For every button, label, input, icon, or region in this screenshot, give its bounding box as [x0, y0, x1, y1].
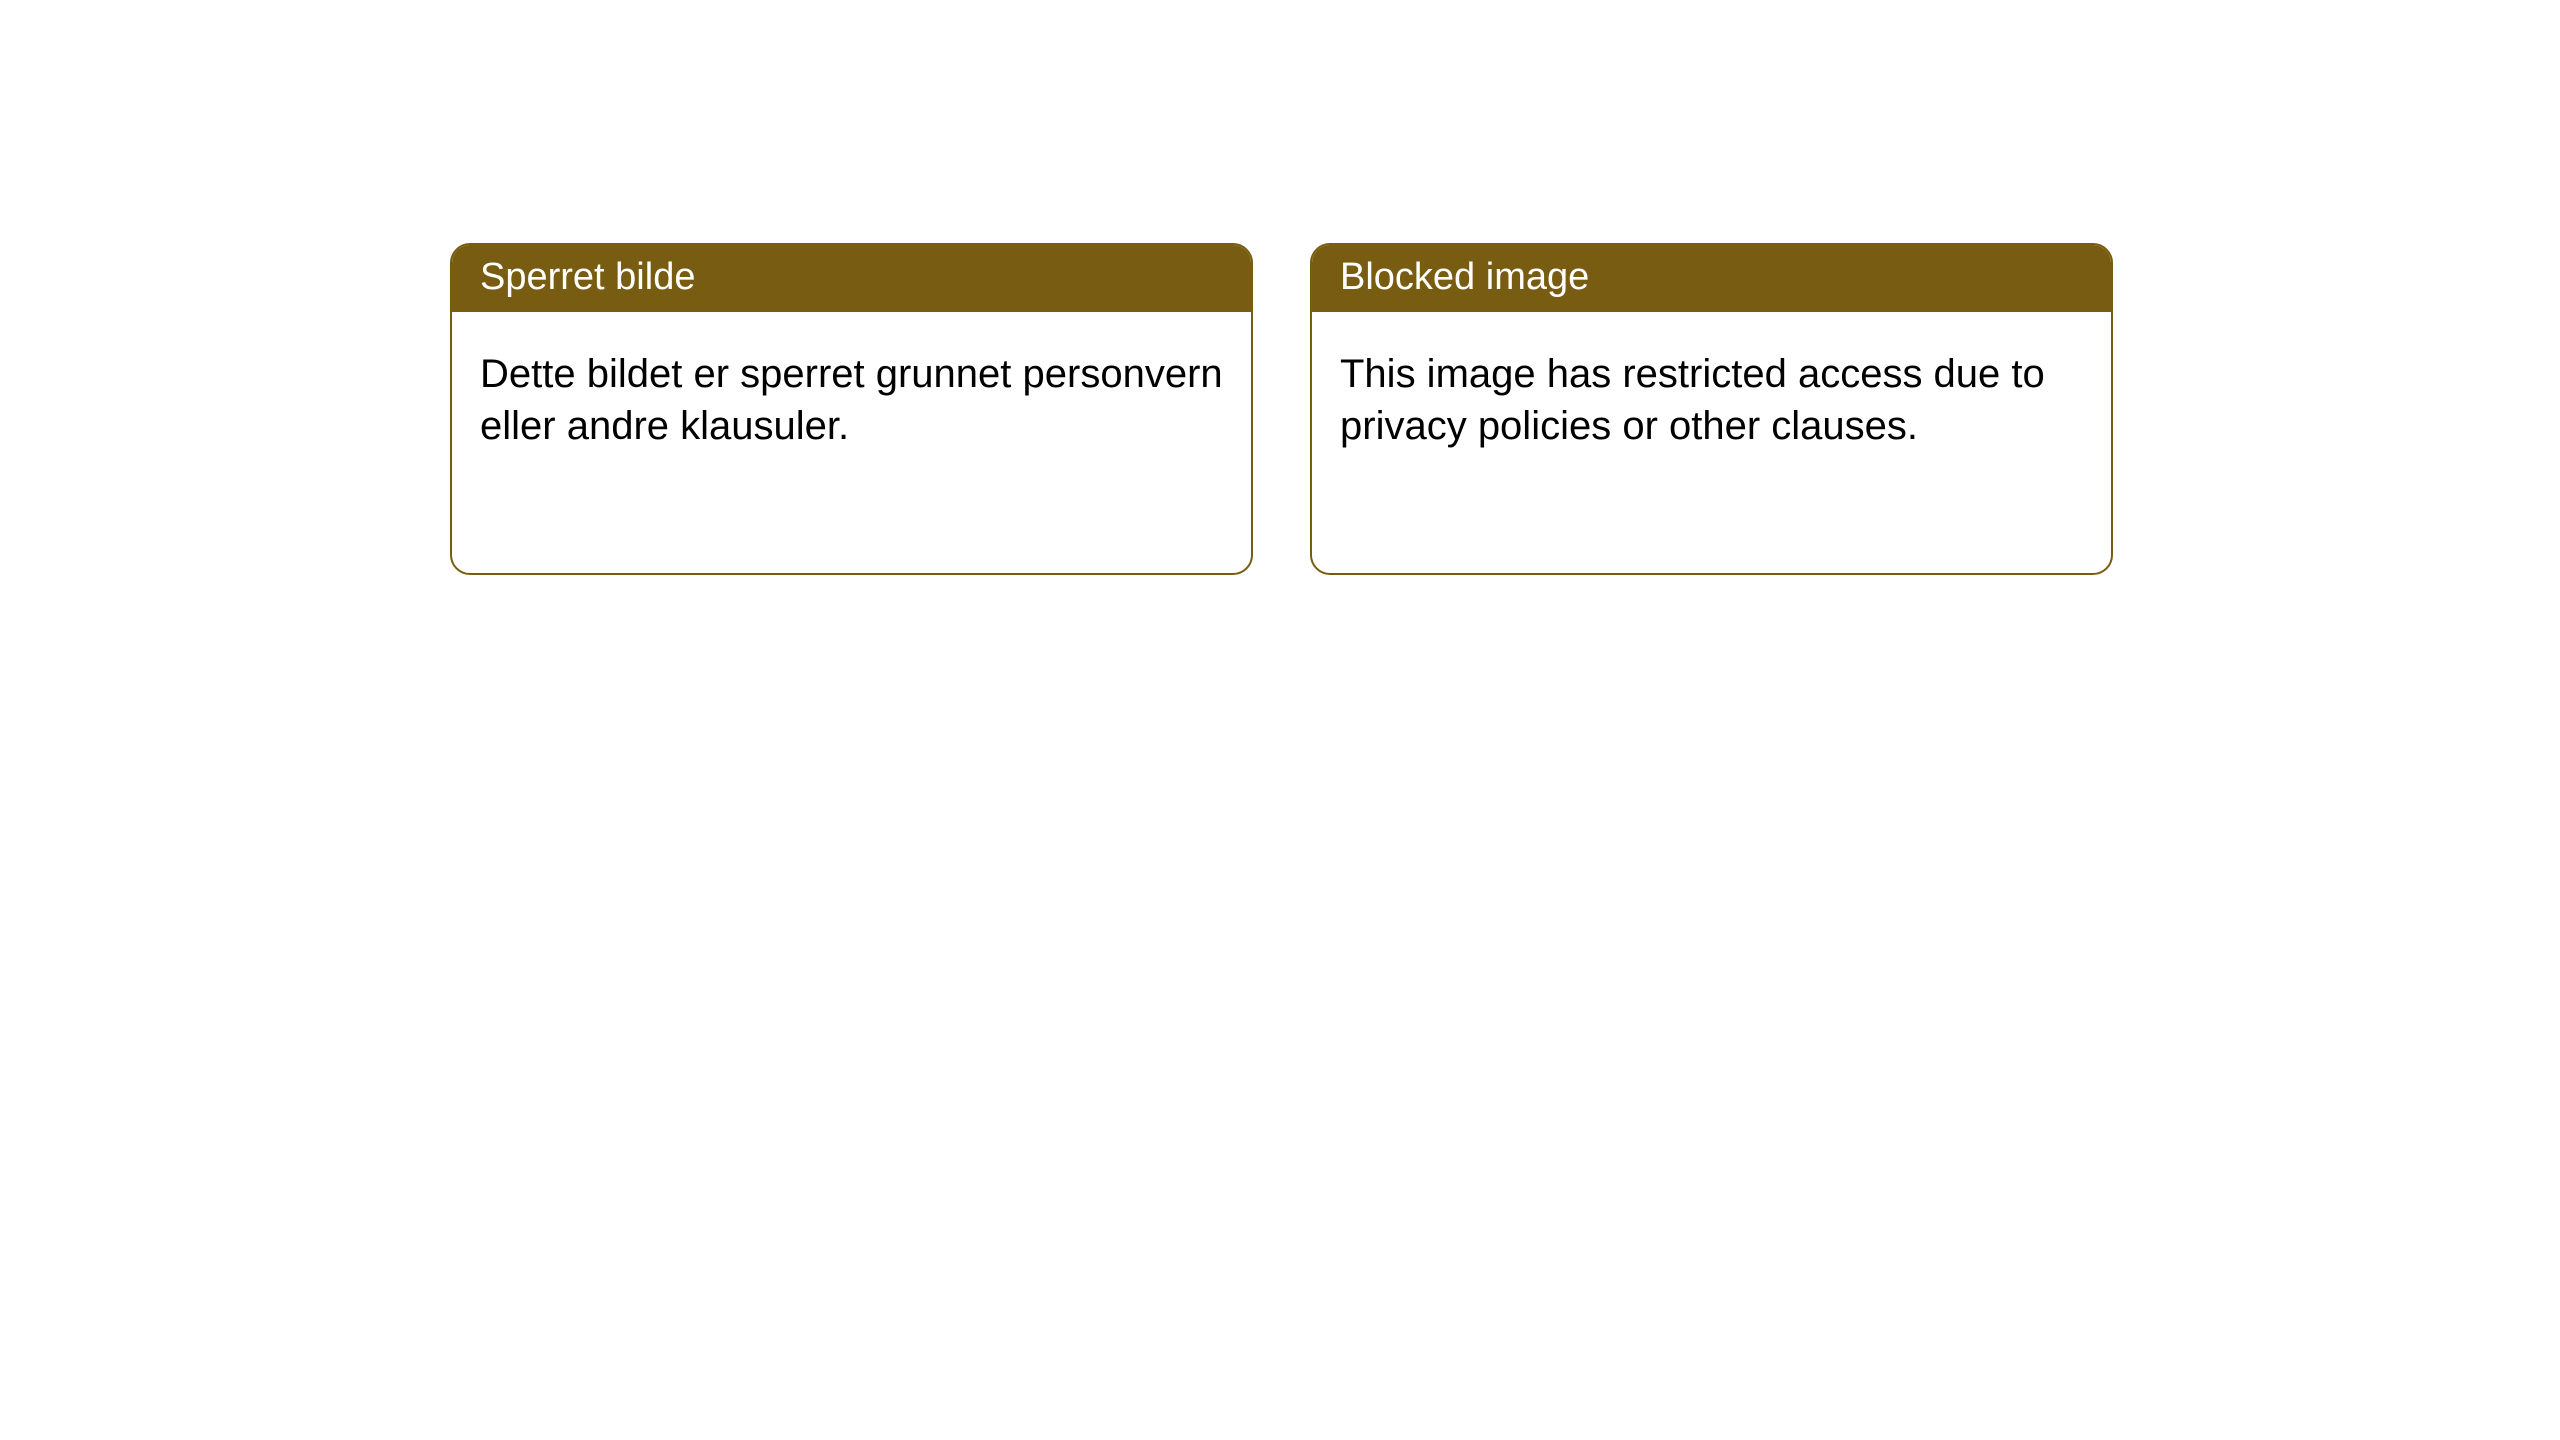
notice-card-body: This image has restricted access due to … — [1312, 312, 2111, 488]
notice-cards-container: Sperret bilde Dette bildet er sperret gr… — [0, 0, 2560, 575]
notice-card-norwegian: Sperret bilde Dette bildet er sperret gr… — [450, 243, 1253, 575]
notice-card-title: Blocked image — [1312, 245, 2111, 312]
notice-card-body: Dette bildet er sperret grunnet personve… — [452, 312, 1251, 488]
notice-card-english: Blocked image This image has restricted … — [1310, 243, 2113, 575]
notice-card-title: Sperret bilde — [452, 245, 1251, 312]
